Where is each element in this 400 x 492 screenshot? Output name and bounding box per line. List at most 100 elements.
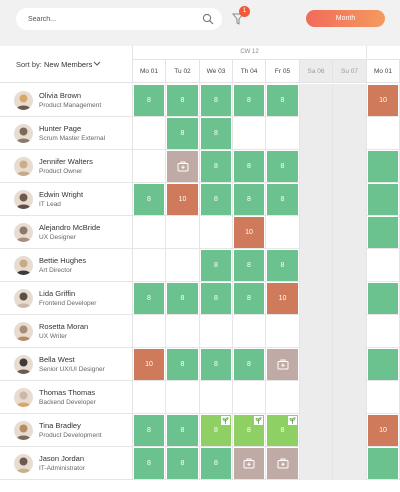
schedule-cell[interactable]	[233, 117, 266, 150]
shift-block[interactable]: 8	[201, 250, 231, 281]
shift-block[interactable]: 10	[234, 217, 264, 248]
person-info[interactable]: Edwin Wright IT Lead	[0, 183, 133, 216]
schedule-cell[interactable]	[300, 183, 333, 216]
shift-block[interactable]: 8	[234, 349, 264, 380]
schedule-cell[interactable]: 10	[266, 282, 300, 315]
schedule-cell[interactable]: 8	[200, 414, 233, 447]
schedule-cell[interactable]: 8	[166, 447, 200, 480]
schedule-cell[interactable]: 10	[367, 84, 400, 117]
schedule-cell[interactable]	[300, 447, 333, 480]
person-info[interactable]: Jason Jordan IT-Administrator	[0, 447, 133, 480]
shift-block[interactable]: 8	[167, 85, 198, 116]
schedule-cell[interactable]: 8	[200, 249, 233, 282]
shift-block[interactable]: 8	[201, 151, 231, 182]
schedule-cell[interactable]	[367, 381, 400, 414]
schedule-cell[interactable]: 8	[200, 447, 233, 480]
schedule-cell[interactable]	[300, 249, 333, 282]
schedule-cell[interactable]	[367, 348, 400, 381]
schedule-cell[interactable]	[367, 249, 400, 282]
search-icon[interactable]	[202, 13, 214, 25]
schedule-cell[interactable]	[333, 117, 367, 150]
schedule-cell[interactable]	[266, 117, 300, 150]
shift-block[interactable]: 8	[201, 85, 231, 116]
shift-block[interactable]	[368, 184, 398, 215]
schedule-cell[interactable]: 8	[266, 414, 300, 447]
schedule-cell[interactable]	[333, 150, 367, 183]
schedule-cell[interactable]	[233, 447, 266, 480]
schedule-cell[interactable]: 8	[166, 117, 200, 150]
schedule-cell[interactable]: 8	[233, 249, 266, 282]
shift-block[interactable]: 8	[134, 184, 164, 215]
shift-block[interactable]: 8	[134, 283, 164, 314]
person-info[interactable]: Bettie Hughes Art Director	[0, 249, 133, 282]
schedule-cell[interactable]	[333, 249, 367, 282]
schedule-cell[interactable]	[367, 447, 400, 480]
shift-block[interactable]: 8	[201, 118, 231, 149]
schedule-cell[interactable]: 8	[266, 249, 300, 282]
schedule-cell[interactable]	[200, 315, 233, 348]
schedule-cell[interactable]	[300, 117, 333, 150]
shift-block[interactable]: 8	[201, 349, 231, 380]
shift-block[interactable]: 8	[167, 415, 198, 446]
shift-block[interactable]: 8	[201, 415, 231, 446]
absence-block[interactable]	[267, 448, 298, 479]
schedule-cell[interactable]: 8	[200, 117, 233, 150]
shift-block[interactable]: 8	[134, 415, 164, 446]
month-view-button[interactable]: Month	[306, 10, 385, 27]
schedule-cell[interactable]	[333, 414, 367, 447]
schedule-cell[interactable]	[367, 117, 400, 150]
search-box[interactable]	[16, 8, 222, 30]
person-info[interactable]: Alejandro McBride UX Designer	[0, 216, 133, 249]
schedule-cell[interactable]: 10	[367, 414, 400, 447]
schedule-cell[interactable]: 8	[200, 183, 233, 216]
shift-block[interactable]: 10	[167, 184, 198, 215]
person-info[interactable]: Thomas Thomas Backend Developer	[0, 381, 133, 414]
schedule-cell[interactable]: 8	[166, 84, 200, 117]
schedule-cell[interactable]	[300, 381, 333, 414]
schedule-cell[interactable]: 8	[233, 414, 266, 447]
schedule-cell[interactable]	[200, 381, 233, 414]
schedule-cell[interactable]: 8	[133, 447, 166, 480]
schedule-cell[interactable]: 8	[233, 150, 266, 183]
schedule-cell[interactable]: 8	[233, 282, 266, 315]
schedule-cell[interactable]: 10	[233, 216, 266, 249]
shift-block[interactable]: 8	[167, 448, 198, 479]
schedule-cell[interactable]	[333, 183, 367, 216]
sort-control[interactable]: Sort by: New Members	[0, 46, 133, 83]
person-info[interactable]: Tina Bradley Product Development	[0, 414, 133, 447]
schedule-cell[interactable]: 8	[200, 348, 233, 381]
schedule-cell[interactable]	[133, 150, 166, 183]
shift-block[interactable]: 8	[134, 448, 164, 479]
schedule-cell[interactable]: 8	[133, 282, 166, 315]
schedule-cell[interactable]	[300, 315, 333, 348]
schedule-cell[interactable]: 8	[266, 84, 300, 117]
schedule-cell[interactable]	[333, 447, 367, 480]
schedule-cell[interactable]	[333, 381, 367, 414]
search-input[interactable]	[28, 8, 198, 30]
shift-block[interactable]	[368, 151, 398, 182]
schedule-cell[interactable]	[266, 348, 300, 381]
shift-block[interactable]: 8	[167, 349, 198, 380]
schedule-cell[interactable]	[166, 216, 200, 249]
schedule-cell[interactable]	[266, 381, 300, 414]
schedule-cell[interactable]: 8	[166, 348, 200, 381]
schedule-cell[interactable]: 10	[133, 348, 166, 381]
shift-block[interactable]: 8	[167, 283, 198, 314]
shift-block[interactable]: 8	[267, 415, 298, 446]
schedule-cell[interactable]	[133, 216, 166, 249]
shift-block[interactable]	[368, 217, 398, 248]
shift-block[interactable]: 8	[167, 118, 198, 149]
schedule-cell[interactable]: 8	[133, 84, 166, 117]
schedule-cell[interactable]	[166, 150, 200, 183]
schedule-cell[interactable]	[266, 315, 300, 348]
schedule-cell[interactable]: 8	[233, 348, 266, 381]
absence-block[interactable]	[267, 349, 298, 380]
schedule-cell[interactable]	[200, 216, 233, 249]
person-info[interactable]: Rosetta Moran UX Writer	[0, 315, 133, 348]
shift-block[interactable]	[368, 349, 398, 380]
shift-block[interactable]: 10	[134, 349, 164, 380]
schedule-cell[interactable]	[266, 447, 300, 480]
shift-block[interactable]: 8	[201, 184, 231, 215]
shift-block[interactable]: 8	[234, 415, 264, 446]
filter-button[interactable]: 1	[231, 6, 250, 26]
